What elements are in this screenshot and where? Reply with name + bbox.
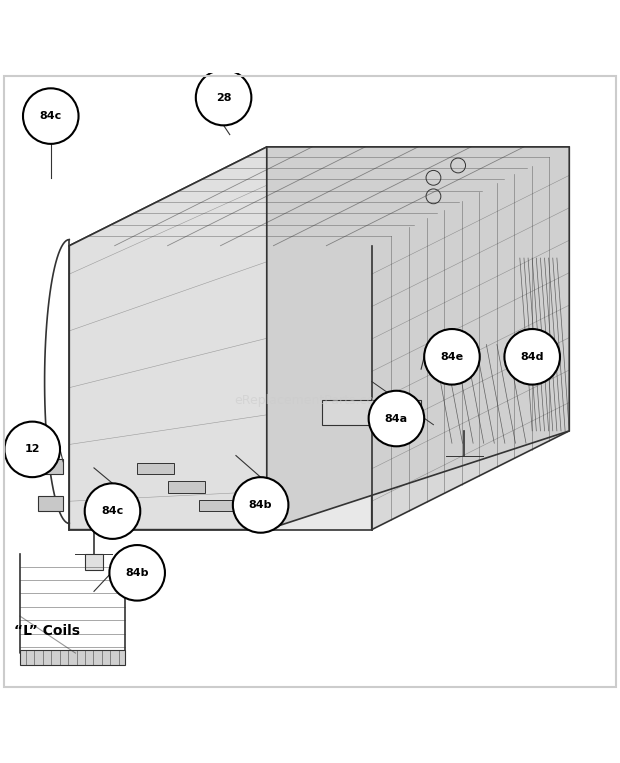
Circle shape (23, 89, 79, 144)
Text: 84b: 84b (249, 500, 272, 510)
Text: 84b: 84b (125, 568, 149, 578)
Circle shape (109, 545, 165, 600)
Text: 84d: 84d (520, 352, 544, 362)
Circle shape (85, 483, 140, 539)
Text: 84c: 84c (40, 111, 62, 121)
Text: 84a: 84a (385, 414, 408, 423)
Text: 84c: 84c (101, 506, 123, 516)
Text: 12: 12 (25, 444, 40, 455)
Polygon shape (372, 147, 569, 530)
FancyBboxPatch shape (20, 650, 125, 665)
Circle shape (505, 329, 560, 385)
FancyBboxPatch shape (137, 463, 174, 474)
Text: “L” Coils: “L” Coils (14, 623, 80, 638)
Polygon shape (69, 246, 372, 530)
Text: eReplacementParts.com: eReplacementParts.com (234, 394, 386, 407)
Polygon shape (69, 147, 569, 246)
Circle shape (369, 391, 424, 446)
Polygon shape (69, 147, 267, 530)
Circle shape (4, 422, 60, 477)
FancyBboxPatch shape (115, 555, 134, 570)
Circle shape (233, 477, 288, 533)
Circle shape (424, 329, 480, 385)
Text: 84e: 84e (440, 352, 464, 362)
Text: 28: 28 (216, 92, 231, 102)
Polygon shape (267, 147, 569, 530)
FancyBboxPatch shape (168, 481, 205, 493)
FancyBboxPatch shape (38, 496, 63, 511)
FancyBboxPatch shape (322, 400, 421, 425)
FancyBboxPatch shape (38, 459, 63, 474)
Circle shape (196, 69, 251, 125)
FancyBboxPatch shape (199, 500, 236, 511)
FancyBboxPatch shape (85, 555, 104, 570)
